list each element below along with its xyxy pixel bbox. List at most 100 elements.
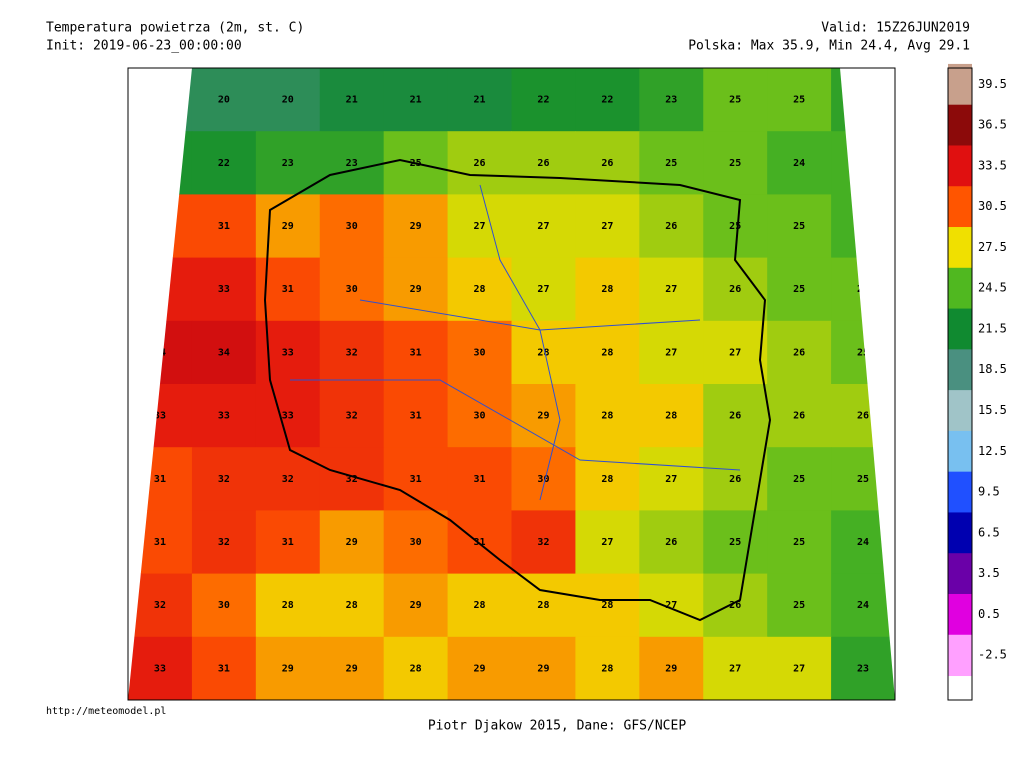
- temp-label: 27: [665, 600, 677, 611]
- temp-label: 28: [537, 600, 549, 611]
- temp-label: 25: [857, 474, 869, 485]
- temp-label: 27: [537, 221, 549, 232]
- map: 20 20 20 21 21 21 22 22 23 25 25 23 22 22 23 23 25 26 26 26…: [128, 68, 895, 700]
- colorbar-band: [948, 349, 972, 391]
- temp-cell: [383, 257, 449, 322]
- temp-label: 31: [282, 537, 294, 548]
- temp-cell: [319, 68, 385, 132]
- colorbar-band: [948, 308, 972, 350]
- temp-label: 30: [410, 537, 422, 548]
- temp-label: 33: [282, 347, 294, 358]
- temp-cell: [639, 384, 704, 448]
- temp-cell: [383, 320, 449, 385]
- valid: Valid: 15Z26JUN2019: [821, 21, 970, 36]
- temp-cell: [191, 194, 257, 259]
- temp-label: 33: [154, 663, 166, 674]
- colorbar-band: [948, 593, 972, 636]
- temp-label: 29: [410, 600, 422, 611]
- temp-label: 32: [346, 411, 358, 422]
- temp-label: 30: [474, 411, 486, 422]
- temp-label: 31: [154, 537, 166, 548]
- colorbar-label: 30.5: [978, 199, 1007, 213]
- temp-label: 33: [154, 411, 166, 422]
- temp-label: 27: [537, 284, 549, 295]
- temp-label: 26: [474, 158, 486, 169]
- temp-label: 34: [154, 347, 166, 358]
- temp-label: 25: [793, 474, 805, 485]
- temp-label: 33: [154, 284, 166, 295]
- temp-label: 33: [218, 411, 230, 422]
- temp-label: 27: [601, 221, 613, 232]
- temp-label: 28: [410, 663, 422, 674]
- temp-label: 26: [729, 474, 741, 485]
- temp-cell: [831, 573, 895, 638]
- temp-cell: [383, 68, 449, 132]
- temp-cell: [575, 68, 640, 132]
- colorbar-band: [948, 104, 972, 146]
- temp-label: 28: [601, 474, 613, 485]
- temp-cell: [511, 131, 576, 195]
- borders: [263, 158, 772, 622]
- temp-label: 27: [665, 347, 677, 358]
- temp-label: 27: [665, 474, 677, 485]
- temp-cell: [831, 68, 895, 132]
- temp-label: 33: [282, 411, 294, 422]
- temp-label: 29: [282, 663, 294, 674]
- colorbar-band: [948, 634, 972, 677]
- temp-cell: [319, 320, 385, 385]
- temp-cell: [191, 447, 257, 511]
- temp-label: 25: [793, 284, 805, 295]
- temp-label: 28: [601, 663, 613, 674]
- temp-label: 26: [665, 537, 677, 548]
- temp-label: 23: [665, 95, 677, 106]
- temp-cell: [767, 194, 832, 259]
- temp-cell: [511, 257, 576, 322]
- temp-cell: [383, 573, 449, 638]
- temp-cell: [255, 510, 321, 575]
- temp-label: 22: [218, 158, 230, 169]
- temp-cell: [831, 131, 895, 195]
- temp-cell: [575, 131, 640, 195]
- colorbar-band: [948, 63, 972, 106]
- temp-label: 32: [537, 537, 549, 548]
- temp-cell: [703, 68, 768, 132]
- temp-label: 21: [346, 95, 358, 106]
- temp-label: 25: [857, 347, 869, 358]
- temp-cell: [383, 636, 449, 700]
- temp-cell: [191, 320, 257, 385]
- temp-cell: [511, 194, 576, 259]
- temp-label: 31: [410, 474, 422, 485]
- temp-cell: [191, 510, 257, 575]
- colorbar-band: [948, 390, 972, 432]
- temp-label: 25: [729, 221, 741, 232]
- temp-label: 27: [793, 663, 805, 674]
- temp-label: 25: [729, 95, 741, 106]
- temp-label: 26: [793, 347, 805, 358]
- temp-label: 20: [218, 95, 230, 106]
- temp-cell: [767, 131, 832, 195]
- temp-label: 31: [474, 474, 486, 485]
- temp-label: 31: [410, 411, 422, 422]
- map-frame: [127, 67, 896, 701]
- temp-label: 27: [665, 284, 677, 295]
- temp-label: 28: [282, 600, 294, 611]
- temp-label: 26: [857, 411, 869, 422]
- temp-label: 29: [537, 411, 549, 422]
- title: Temperatura powietrza (2m, st. C): [46, 21, 304, 36]
- temp-cell: [575, 194, 640, 259]
- temp-cell: [128, 636, 193, 700]
- temp-cell: [191, 573, 257, 638]
- temp-cell: [128, 131, 193, 195]
- temp-cell: [255, 636, 321, 700]
- temp-cell: [128, 68, 193, 132]
- temp-label: 23: [282, 158, 294, 169]
- temp-label: 28: [601, 284, 613, 295]
- temp-cell: [831, 257, 895, 322]
- temp-label: 27: [729, 663, 741, 674]
- temp-label: 24: [857, 158, 869, 169]
- temp-label: 27: [474, 221, 486, 232]
- temp-cell: [767, 320, 832, 385]
- temp-label: 20: [154, 95, 166, 106]
- colorbar-label: 15.5: [978, 403, 1007, 417]
- temp-label: 30: [346, 221, 358, 232]
